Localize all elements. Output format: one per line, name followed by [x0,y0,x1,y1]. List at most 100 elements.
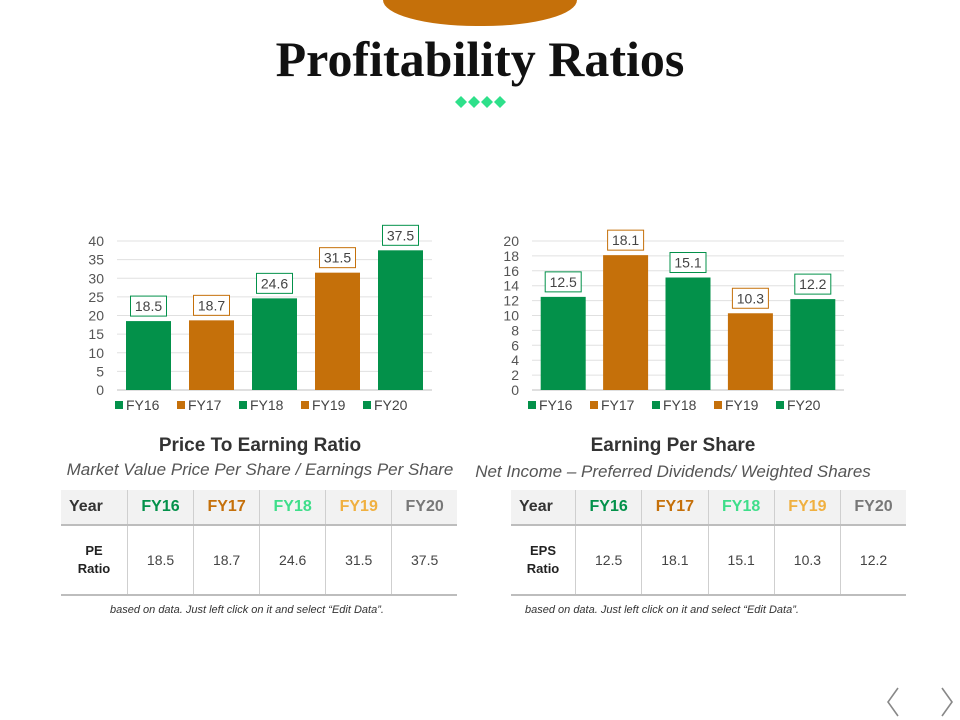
pe-chart-title: Price To Earning Ratio [158,435,362,456]
data-label-box [669,252,707,274]
year-fy19: FY19 [774,490,842,526]
legend-swatch [115,401,123,409]
year-fy18: FY18 [259,490,327,526]
legend-swatch [590,401,598,409]
table-cell: 37.5 [391,525,457,596]
y-tick-label: 12 [503,293,519,309]
year-fy17: FY17 [193,490,261,526]
data-label-box [256,272,293,294]
table-cell: 15.1 [708,525,775,596]
year-fy16: FY16 [575,490,643,526]
bar-fy16 [126,321,171,390]
year-header: Year [61,490,128,526]
eps-row-label: EPS Ratio [511,525,576,596]
y-tick-label: 0 [96,382,104,398]
pe-ratio-chart-svg: 0 5 10 15 20 25 30 35 40 18.5 18.7 24.6 31.5 37.5 FY16… [88,224,432,413]
table-cell: 18.7 [193,525,261,596]
legend-swatch [301,401,309,409]
y-tick-label: 15 [88,326,104,342]
data-label: 12.5 [550,274,577,290]
eps-chart-title: Earning Per Share [590,435,756,456]
y-tick-label: 14 [503,278,519,294]
bar-fy17 [189,320,234,390]
table-header-row: Year FY16 FY17 FY18 FY19 FY20 [511,490,906,526]
data-label-box [319,247,356,269]
table-cell: 12.5 [575,525,643,596]
pe-chart-subtitle: Market Value Price Per Share / Earnings … [66,460,454,479]
y-tick-label: 2 [511,367,519,383]
pe-ratio-table: Year FY16 FY17 FY18 FY19 FY20 PE Ratio 18… [61,490,457,596]
data-label-box [193,294,230,316]
pe-row-label: PE Ratio [61,525,128,596]
table-cell: 31.5 [325,525,393,596]
legend-label: FY18 [250,397,284,413]
year-fy20: FY20 [391,490,457,526]
bar-fy19 [727,313,773,390]
bar-fy20 [378,250,423,390]
y-tick-label: 4 [511,352,519,368]
y-tick-label: 35 [88,252,104,268]
table-cell: 12.2 [840,525,906,596]
data-label: 24.6 [261,275,288,291]
y-tick-label: 40 [88,233,104,249]
legend-swatch [363,401,371,409]
y-tick-label: 10 [503,308,519,324]
table-cell: 18.1 [641,525,709,596]
legend-label: FY20 [787,397,821,413]
data-label: 12.2 [799,276,826,292]
eps-chart-subtitle: Net Income – Preferred Dividends/ Weight… [475,462,871,481]
legend-swatch [714,401,722,409]
y-tick-label: 18 [503,248,519,264]
bar-fy18 [665,277,711,390]
table-row: PE Ratio 18.5 18.7 24.6 31.5 37.5 [61,525,457,596]
legend-swatch [528,401,536,409]
bar-fy17 [603,255,649,390]
year-fy16: FY16 [127,490,195,526]
bar-fy18 [252,298,297,390]
data-label: 37.5 [387,227,414,243]
data-label: 18.1 [612,232,639,248]
legend-label: FY19 [312,397,346,413]
y-tick-label: 30 [88,270,104,286]
year-header: Year [511,490,576,526]
pe-ratio-chart: 0 5 10 15 20 25 30 35 40 18.5 18.7 24.6 31.5 37.5 FY16… [70,224,470,425]
y-tick-label: 6 [511,337,519,353]
legend-label: FY19 [725,397,759,413]
legend-label: FY20 [374,397,408,413]
legend-label: FY16 [126,397,160,413]
diamond-divider-icon [455,96,506,108]
table-cell: 24.6 [259,525,327,596]
legend-swatch [776,401,784,409]
data-label-box [607,229,645,251]
y-tick-label: 10 [88,345,104,361]
data-label-box [544,271,582,293]
chevron-left-icon[interactable] [884,686,904,718]
year-fy20: FY20 [840,490,906,526]
bar-fy16 [540,296,586,390]
table-cell: 18.5 [127,525,195,596]
row-label-line: PE [85,543,103,558]
page-title: Profitability Ratios [275,31,685,87]
year-fy19: FY19 [325,490,393,526]
pe-edit-note: based on data. Just left click on it and… [110,604,384,616]
table-header-row: Year FY16 FY17 FY18 FY19 FY20 [61,490,457,526]
data-label-box [382,224,419,246]
row-label-line: EPS [529,543,556,558]
y-tick-label: 0 [511,382,519,398]
data-label: 15.1 [674,255,701,271]
legend-swatch [239,401,247,409]
data-label-box [130,295,167,317]
y-tick-label: 25 [88,289,104,305]
y-tick-label: 20 [88,308,104,324]
legend-label: FY18 [663,397,697,413]
legend-label: FY16 [539,397,573,413]
table-row: EPS Ratio 12.5 18.1 15.1 10.3 12.2 [511,525,906,596]
data-label: 18.5 [135,298,162,314]
legend-swatch [652,401,660,409]
data-label: 31.5 [324,250,351,266]
row-label-line: Ratio [526,561,560,576]
y-tick-label: 8 [511,322,519,338]
chevron-right-icon[interactable] [936,686,956,718]
y-tick-label: 20 [503,233,519,249]
